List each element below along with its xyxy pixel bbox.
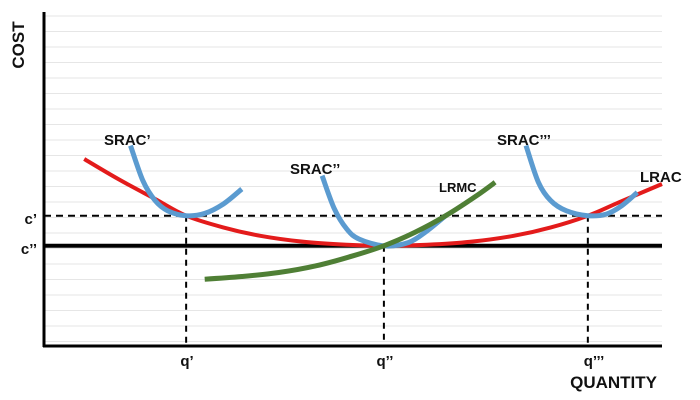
x-tick-q3-label: q’’’ <box>584 353 605 370</box>
srac1-label: SRAC’ <box>104 132 151 149</box>
srac2-label: SRAC’’ <box>290 161 340 178</box>
x-tick-q1-label: q’ <box>180 353 193 370</box>
y-tick-c2-label: c’’ <box>21 241 37 258</box>
x-tick-q2-label: q’’ <box>377 353 394 370</box>
srac2-curve <box>319 174 448 249</box>
x-axis-title: QUANTITY <box>570 373 658 392</box>
chart-axes <box>42 12 662 348</box>
chart-labels: COST QUANTITY c’ c’’ q’ q’’ q’’’ SRAC’ S… <box>9 21 682 392</box>
cost-curves <box>83 144 663 282</box>
y-tick-c1-label: c’ <box>24 211 37 228</box>
chart-grid <box>44 15 662 342</box>
srac3-curve <box>523 144 639 219</box>
lrmc-label: LRMC <box>439 180 477 195</box>
srac3-label: SRAC’’’ <box>497 132 551 149</box>
lrmc-curve <box>204 180 497 282</box>
srac1-curve <box>128 144 244 219</box>
y-axis-title: COST <box>9 21 28 69</box>
lrac-curve <box>83 157 663 248</box>
lrac-label: LRAC <box>640 169 682 186</box>
